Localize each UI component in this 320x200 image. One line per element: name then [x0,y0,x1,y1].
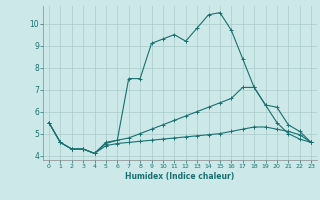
X-axis label: Humidex (Indice chaleur): Humidex (Indice chaleur) [125,172,235,181]
